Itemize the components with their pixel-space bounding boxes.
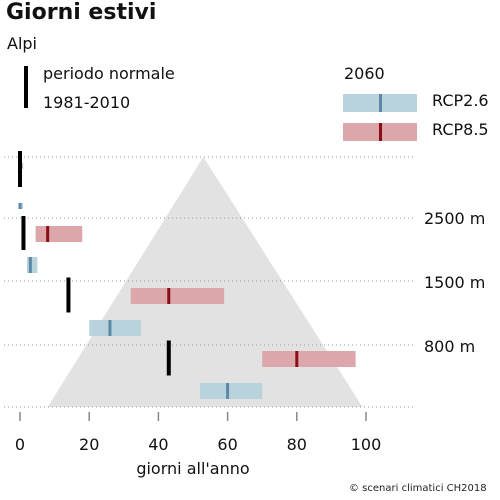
x-tick-label-80: 80 <box>287 435 307 454</box>
legend-normal-marker <box>24 66 28 108</box>
elevation-label-2500: 2500 m <box>424 209 486 228</box>
band-1500-rcp26-bar <box>89 320 142 336</box>
band-800-rcp85-median <box>295 351 299 367</box>
band-2500-normal-marker <box>21 216 26 250</box>
legend-normal-label: periodo normale <box>43 64 175 83</box>
elevation-label-800: 800 m <box>424 337 476 356</box>
legend-rcp85-label: RCP8.5 <box>432 120 489 139</box>
elevation-label-1500: 1500 m <box>424 273 486 292</box>
band-2500-rcp26-bar <box>26 257 38 273</box>
band-800-normal-marker <box>166 340 171 376</box>
legend-rcp26-label: RCP2.6 <box>432 91 489 110</box>
source-credit: © scenari climatici CH2018 <box>349 483 487 494</box>
x-axis-label: giorni all'anno <box>136 459 249 478</box>
legend-normal-period: 1981-2010 <box>43 93 131 112</box>
x-tick-label-100: 100 <box>351 435 382 454</box>
band-1500-rcp85-median <box>167 288 171 304</box>
chart-subtitle: Alpi <box>7 34 37 53</box>
x-tick-label-60: 60 <box>217 435 237 454</box>
legend-rcp85-median-tick <box>379 123 382 141</box>
band-2500-rcp85-median <box>46 226 50 242</box>
band-summit-rcp26-median <box>18 203 22 209</box>
band-800-rcp85-bar <box>262 351 356 367</box>
legend-rcp85-swatch <box>343 123 417 141</box>
band-1500-rcp85-bar <box>130 288 225 304</box>
legend-rcp26-median-tick <box>379 94 382 112</box>
band-summit-normal-marker <box>18 151 22 187</box>
x-tick-label-40: 40 <box>148 435 168 454</box>
x-tick-label-20: 20 <box>79 435 99 454</box>
band-1500-normal-marker <box>66 277 71 313</box>
band-800-rcp26-median <box>226 383 230 399</box>
band-2500-rcp85-bar <box>35 226 83 242</box>
band-2500-rcp26-median <box>28 257 32 273</box>
mountain-silhouette <box>47 157 363 407</box>
x-tick-label-0: 0 <box>15 435 25 454</box>
legend-year: 2060 <box>344 64 385 83</box>
legend-rcp26-swatch <box>343 94 417 112</box>
band-800-rcp26-bar <box>199 383 263 399</box>
chart-title: Giorni estivi <box>6 0 157 25</box>
band-1500-rcp26-median <box>108 320 112 336</box>
